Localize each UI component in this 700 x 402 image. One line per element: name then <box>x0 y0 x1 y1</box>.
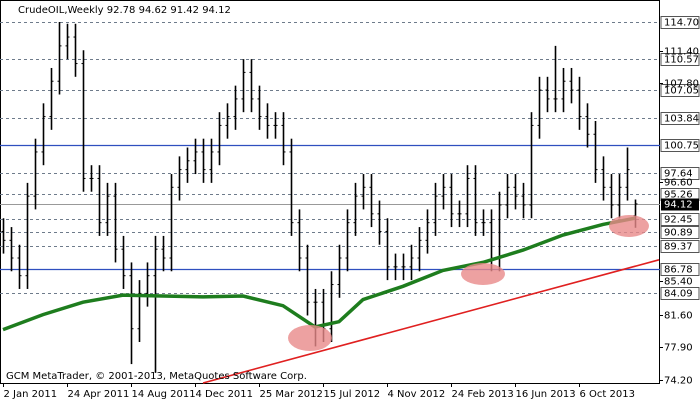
highlight <box>461 263 505 285</box>
y-tick-label: 85.40 <box>664 277 693 288</box>
moving-average <box>2 216 636 332</box>
level-label: 97.64 <box>664 169 693 180</box>
level-label: 114.70 <box>664 18 699 29</box>
y-tick-label: 74.20 <box>664 376 693 387</box>
level-label: 84.09 <box>664 289 693 300</box>
x-tick-label: 24 Feb 2013 <box>452 389 514 400</box>
level-label: 95.26 <box>664 190 693 201</box>
footer: GCM MetaTrader, © 2001-2013, MetaQuotes … <box>6 371 307 382</box>
chart-title: CrudeOIL,Weekly 92.78 94.62 91.42 94.12 <box>18 5 231 16</box>
x-tick-label: 6 Oct 2013 <box>580 389 635 400</box>
x-tick-label: 14 Aug 2011 <box>132 389 196 400</box>
level-label-box <box>660 263 700 276</box>
level-label: 89.37 <box>664 242 693 253</box>
level-label: 92.45 <box>664 215 693 226</box>
x-tick-label: 16 Jun 2013 <box>516 389 576 400</box>
level-label: 110.57 <box>664 55 699 66</box>
level-label-box <box>660 139 700 152</box>
highlight <box>288 325 332 351</box>
level-label: 90.89 <box>664 228 693 239</box>
trendline <box>202 259 660 384</box>
x-tick-label: 2 Jan 2011 <box>4 389 58 400</box>
level-label-box <box>660 287 700 300</box>
level-label-box <box>660 84 700 97</box>
level-label-box <box>660 167 700 180</box>
x-tick-label: 24 Apr 2011 <box>68 389 130 400</box>
current-price-box <box>661 198 699 211</box>
level-label-box <box>660 213 700 226</box>
y-tick-label: 96.60 <box>664 178 693 189</box>
x-tick-label: 4 Dec 2011 <box>196 389 254 400</box>
highlight <box>609 215 649 237</box>
level-label: 107.05 <box>664 86 699 97</box>
level-label-box <box>660 53 700 66</box>
x-tick-label: 4 Nov 2012 <box>388 389 446 400</box>
y-tick-label: 77.90 <box>664 343 693 354</box>
level-label: 103.84 <box>664 114 699 125</box>
x-tick-label: 25 Mar 2012 <box>260 389 323 400</box>
level-label: 100.75 <box>664 141 699 152</box>
price-bars <box>1 22 638 373</box>
x-tick-label: 15 Jul 2012 <box>324 389 381 400</box>
y-tick-label: 111.40 <box>664 47 699 58</box>
y-tick-label: 81.60 <box>664 311 693 322</box>
current-price-label: 94.12 <box>664 200 693 211</box>
level-label-box <box>660 240 700 253</box>
level-label-box <box>660 226 700 239</box>
plot-frame <box>0 0 660 384</box>
level-label-box <box>660 112 700 125</box>
level-lines <box>0 22 660 294</box>
level-label-box <box>660 16 700 29</box>
level-label: 86.78 <box>664 265 693 276</box>
y-tick-label: 107.80 <box>664 79 699 90</box>
